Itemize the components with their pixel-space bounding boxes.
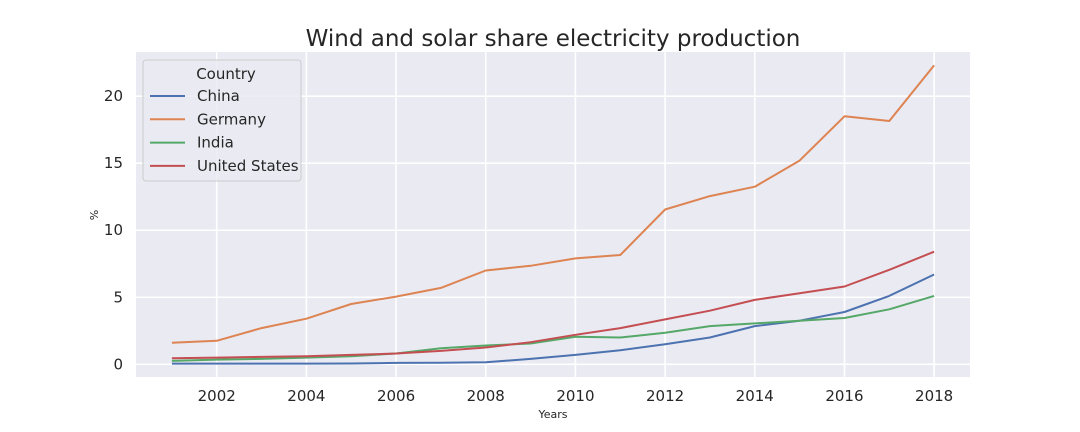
y-tick-label: 10 [104, 221, 123, 239]
legend-label: China [197, 87, 240, 105]
series-line-united-states [171, 250, 935, 360]
legend-label: United States [197, 157, 299, 175]
chart-title: Wind and solar share electricity product… [306, 26, 801, 52]
x-tick-label: 2004 [287, 387, 325, 405]
y-tick-label: 20 [104, 87, 123, 105]
y-tick-labels: 0 5 10 15 20 [104, 87, 123, 373]
legend: Country China Germany India United States [142, 59, 302, 182]
series-line-germany [171, 64, 935, 344]
x-tick-label: 2018 [915, 387, 953, 405]
legend-title: Country [196, 65, 256, 83]
x-tick-label: 2012 [646, 387, 684, 405]
x-tick-label: 2016 [825, 387, 863, 405]
x-tick-labels: 2002 2004 2006 2008 2010 2012 2014 2016 2018 [198, 387, 954, 405]
grid-lines [136, 52, 970, 377]
y-tick-label: 15 [104, 154, 123, 172]
x-tick-label: 2014 [736, 387, 774, 405]
legend-box [142, 59, 302, 182]
y-axis-label: % [88, 210, 101, 220]
x-tick-label: 2010 [556, 387, 594, 405]
x-tick-label: 2006 [377, 387, 415, 405]
legend-label: India [197, 134, 234, 152]
series-line-india [171, 294, 935, 362]
y-tick-label: 0 [113, 355, 123, 373]
x-tick-label: 2008 [467, 387, 505, 405]
x-tick-label: 2002 [198, 387, 236, 405]
legend-label: Germany [197, 110, 266, 128]
series-lines [171, 64, 935, 365]
x-axis-label: Years [537, 408, 567, 421]
y-tick-label: 5 [113, 288, 123, 306]
